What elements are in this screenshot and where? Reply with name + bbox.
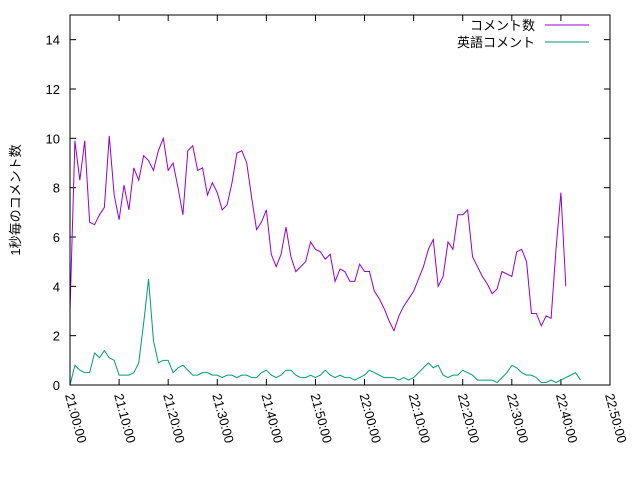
- y-tick-label: 6: [53, 230, 60, 245]
- series-lines: [69, 135, 581, 386]
- y-axis-label: 1秒毎のコメント数: [8, 144, 23, 255]
- x-tick-label: 21:50:00: [308, 392, 336, 445]
- x-tick-label: 22:30:00: [504, 392, 532, 445]
- x-tick-label: 22:50:00: [602, 392, 630, 445]
- y-tick-label: 10: [46, 131, 60, 146]
- y-tick-label: 12: [46, 82, 60, 97]
- x-tick-label: 21:30:00: [209, 392, 237, 445]
- x-tick-label: 21:20:00: [160, 392, 188, 445]
- x-tick-label: 21:10:00: [111, 392, 139, 445]
- legend-label: コメント数: [470, 18, 535, 33]
- y-tick-label: 4: [53, 279, 60, 294]
- x-tick-label: 22:40:00: [553, 392, 581, 445]
- x-tick-labels: 21:00:00 21:10:00 21:20:00 21:30:00 21:40:00…: [62, 392, 630, 445]
- y-tick-labels: 0 2 4 6 8 10 12 14: [46, 33, 60, 393]
- plot-border: [69, 14, 611, 386]
- legend-label: 英語コメント: [457, 35, 535, 50]
- axis-ticks: [69, 15, 611, 386]
- x-tick-label: 22:20:00: [455, 392, 483, 445]
- y-tick-label: 14: [46, 33, 60, 48]
- x-tick-label: 22:10:00: [406, 392, 434, 445]
- series-line-1: [69, 278, 581, 386]
- x-tick-label: 21:40:00: [258, 392, 286, 445]
- x-tick-label: 22:00:00: [357, 392, 385, 445]
- y-tick-label: 8: [53, 181, 60, 196]
- y-tick-label: 0: [53, 378, 60, 393]
- series-line-0: [69, 135, 567, 333]
- x-tick-label: 21:00:00: [62, 392, 90, 445]
- y-tick-label: 2: [53, 329, 60, 344]
